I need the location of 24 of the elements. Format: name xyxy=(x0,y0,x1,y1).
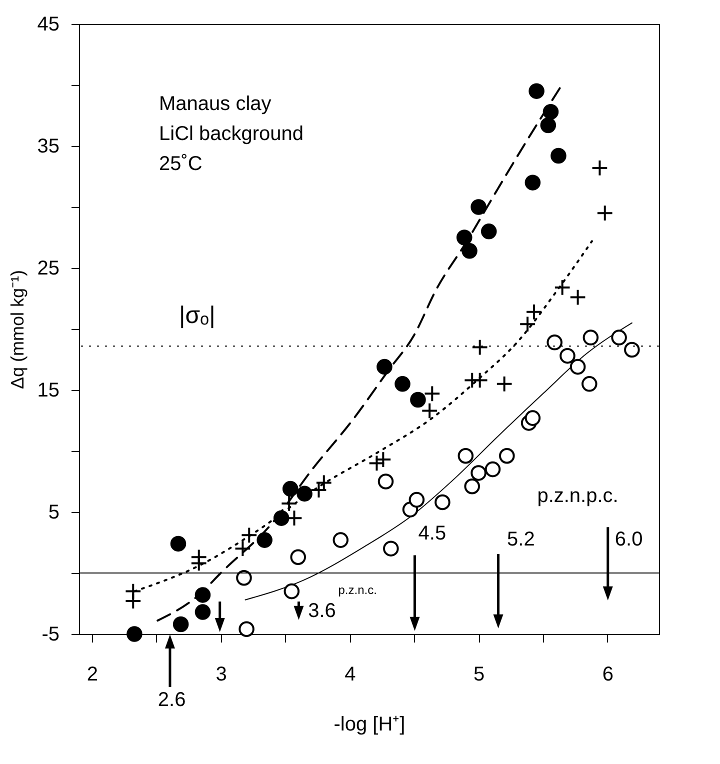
x-tick-label: 4 xyxy=(344,664,356,686)
y-tick-label: 25 xyxy=(37,258,60,280)
y-tick-label: 45 xyxy=(37,14,60,36)
annotation: 5.2 xyxy=(507,528,535,550)
annotation: 3.6 xyxy=(308,600,336,622)
annotation: LiCl background xyxy=(159,123,304,145)
text: 2.6 xyxy=(158,689,186,712)
annotation: 25˚C xyxy=(159,153,202,175)
y-axis-title: Δq (mmol kg⁻¹) xyxy=(7,270,28,390)
annotation: p.z.n.c. xyxy=(338,583,377,598)
x-tick-label: 6 xyxy=(602,664,614,686)
x-tick-label: 2 xyxy=(86,664,98,686)
annotation: p.z.n.p.c. xyxy=(537,485,618,508)
ref-line-label: |σₒ| xyxy=(179,302,216,330)
y-tick-label: 5 xyxy=(48,502,60,524)
y-tick-label: 35 xyxy=(37,136,60,158)
annotation: 4.5 xyxy=(418,522,446,544)
x-axis-title: -log [H⁺] xyxy=(334,714,406,736)
x-tick-label: 5 xyxy=(473,664,485,686)
y-tick-label: -5 xyxy=(42,624,60,646)
x-tick-label: 3 xyxy=(216,664,227,686)
y-tick-label: 15 xyxy=(37,380,60,402)
annotation: Manaus clay xyxy=(159,93,272,115)
annotation: 6.0 xyxy=(614,528,643,550)
